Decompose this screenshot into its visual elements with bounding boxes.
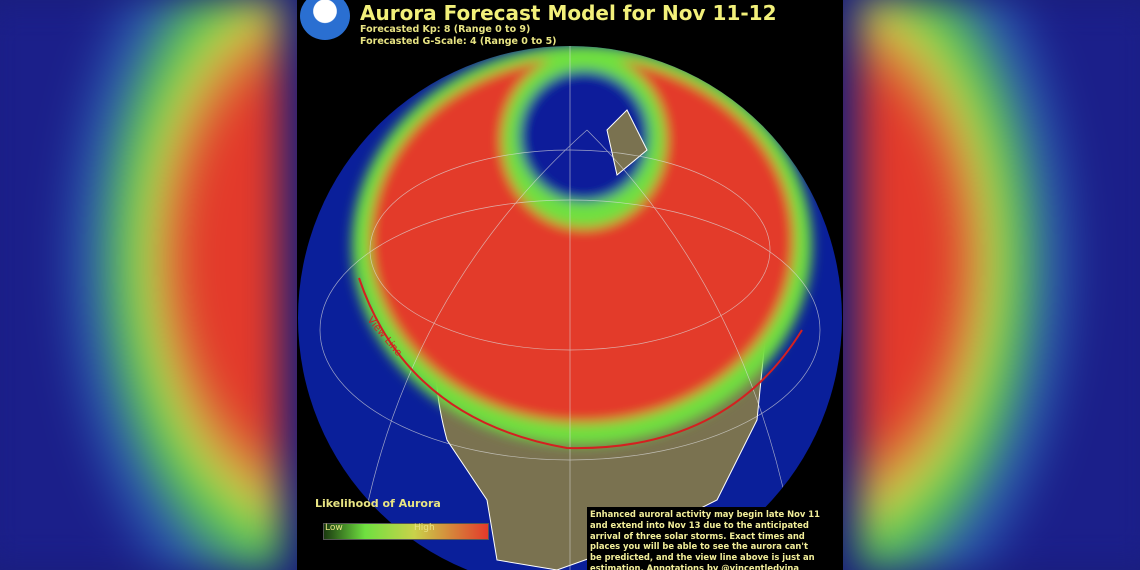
view-line [358,277,803,450]
gscale-forecast: Forecasted G-Scale: 4 (Range 0 to 5) [360,36,557,47]
blurred-background-right [860,0,1140,570]
aurora-oval [352,46,812,445]
globe-map: View Line [298,46,842,570]
annotation-note: Enhanced auroral activity may begin late… [587,507,825,570]
page-title: Aurora Forecast Model for Nov 11-12 [360,1,777,25]
greenland-land [606,109,648,176]
legend-title: Likelihood of Aurora [315,497,441,510]
legend-high-label: High [414,523,435,533]
blurred-background-left [0,0,280,570]
aurora-forecast-map-panel: View Line Aurora Forecast Model for Nov … [297,0,843,570]
graticule [319,46,821,570]
kp-forecast: Forecasted Kp: 8 (Range 0 to 9) [360,24,531,35]
likelihood-color-bar: Low High [323,523,489,540]
noaa-logo [300,0,350,40]
legend-low-label: Low [325,523,343,533]
